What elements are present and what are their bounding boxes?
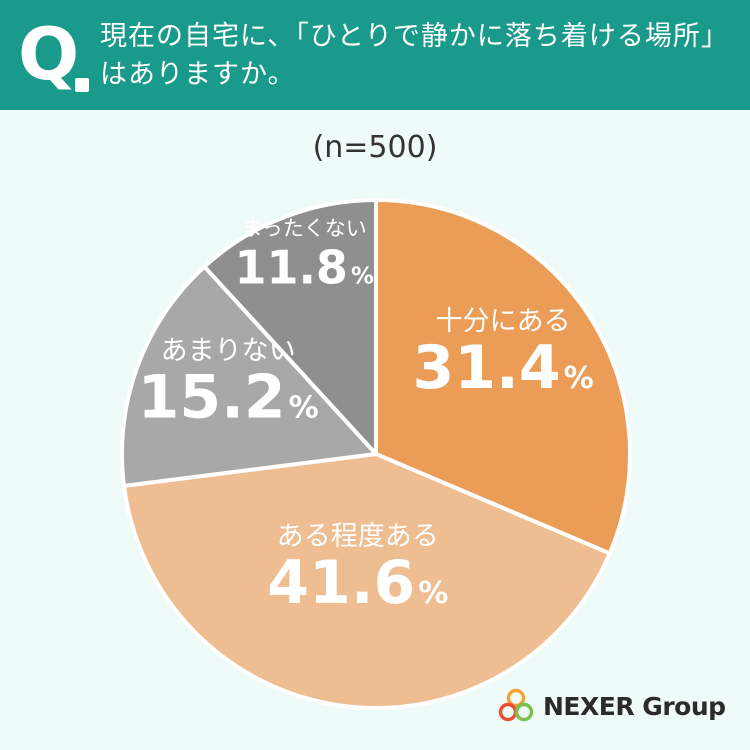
question-line-1: 現在の自宅に、「ひとりで静かに落ち着ける場所」 [100, 21, 729, 52]
question-text: 現在の自宅に、「ひとりで静かに落ち着ける場所」 はありますか。 [100, 18, 740, 94]
question-line-2: はありますか。 [100, 59, 296, 90]
question-dot [75, 78, 89, 92]
question-mark: Q [18, 12, 80, 96]
slice-value-3: 15.2% [138, 363, 319, 433]
pie-slice-2 [122, 452, 612, 710]
pie-slice-3 [120, 264, 378, 488]
slice-value-4: 11.8% [234, 240, 374, 294]
sample-size: (n=500) [312, 130, 438, 165]
pie-slice-4 [202, 198, 378, 456]
question-header: Q 現在の自宅に、「ひとりで静かに落ち着ける場所」 はありますか。 [0, 0, 750, 110]
slice-label-1: 十分にある [436, 306, 571, 337]
slice-label-3: あまりない [161, 336, 296, 367]
slice-value-1: 31.4% [413, 333, 594, 403]
slice-label-4: まったくない [242, 216, 367, 240]
brand-name: NEXER Group [543, 691, 726, 721]
pie-slice-1 [374, 198, 632, 556]
brand-logo: NEXER Group [497, 686, 726, 726]
slice-label-2: ある程度ある [277, 521, 439, 552]
slice-value-2: 41.6% [267, 548, 448, 618]
nexer-logo-icon [498, 688, 534, 722]
